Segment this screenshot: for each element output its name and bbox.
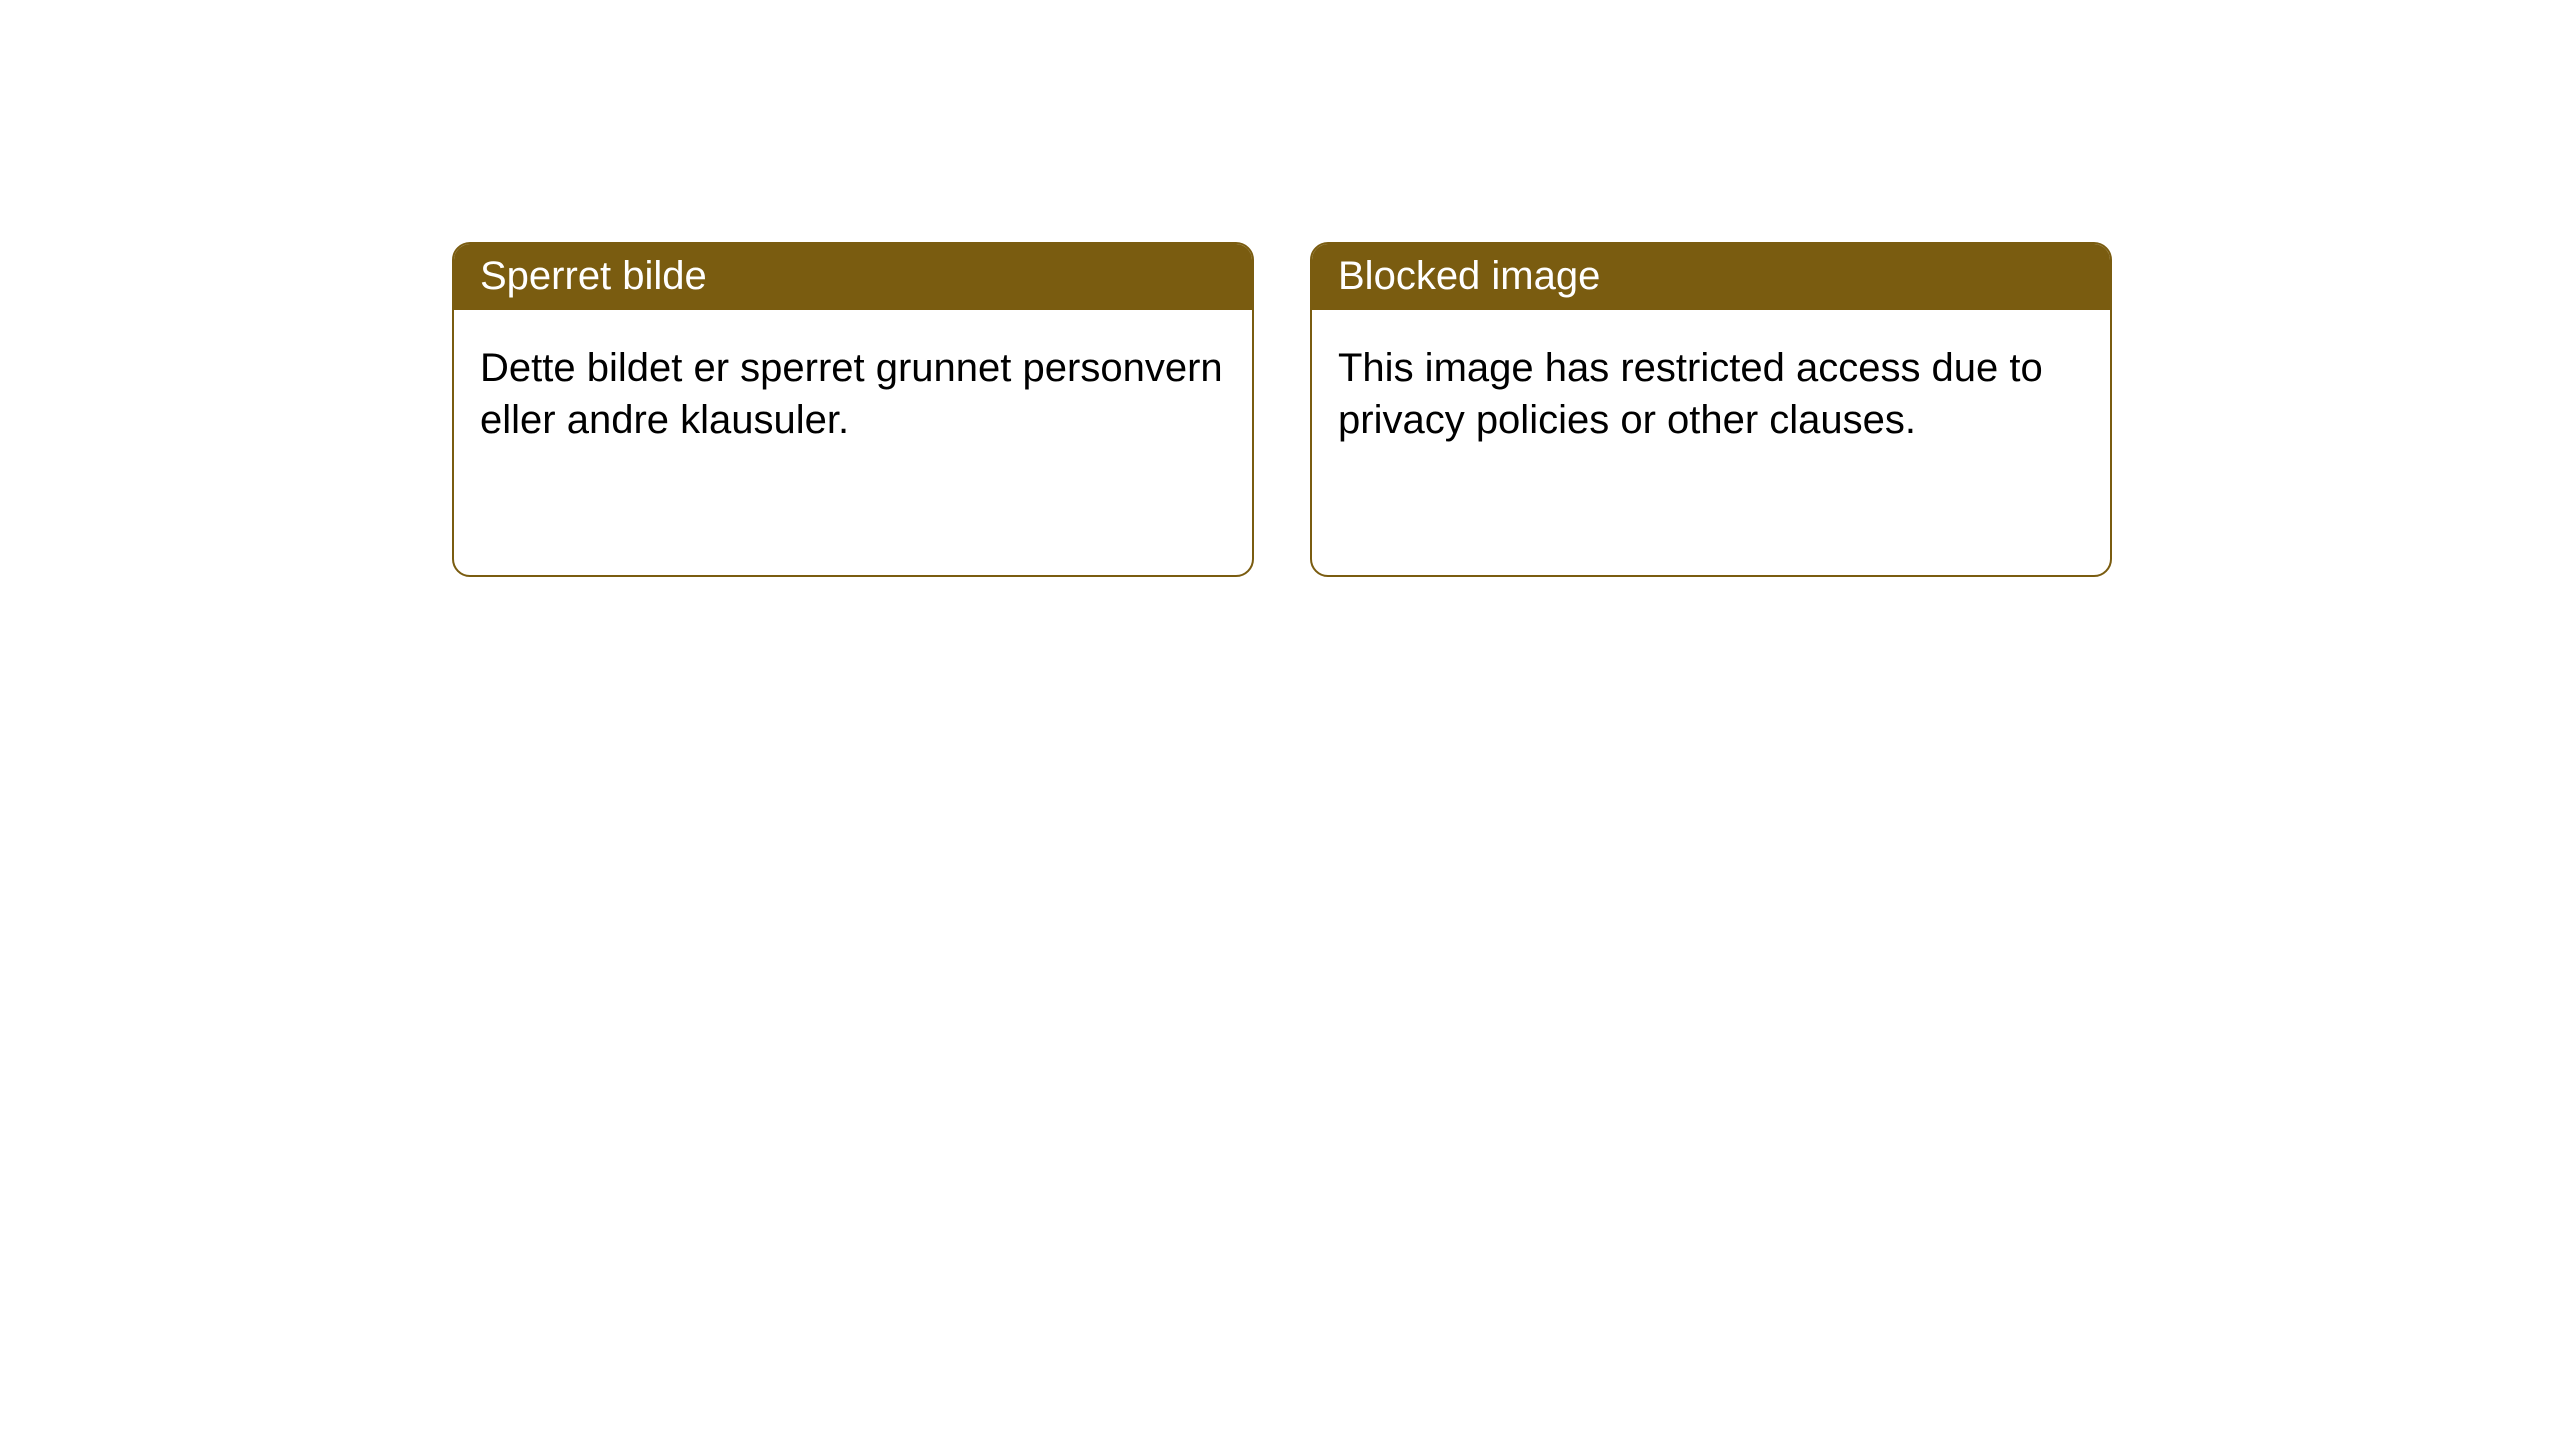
notice-container: Sperret bilde Dette bildet er sperret gr…: [0, 0, 2560, 577]
notice-card-english: Blocked image This image has restricted …: [1310, 242, 2112, 577]
card-header: Sperret bilde: [454, 244, 1252, 310]
notice-card-norwegian: Sperret bilde Dette bildet er sperret gr…: [452, 242, 1254, 577]
card-body: Dette bildet er sperret grunnet personve…: [454, 310, 1252, 478]
card-body: This image has restricted access due to …: [1312, 310, 2110, 478]
card-header: Blocked image: [1312, 244, 2110, 310]
card-title: Blocked image: [1338, 254, 1600, 298]
card-body-text: Dette bildet er sperret grunnet personve…: [480, 346, 1223, 442]
card-title: Sperret bilde: [480, 254, 707, 298]
card-body-text: This image has restricted access due to …: [1338, 346, 2043, 442]
